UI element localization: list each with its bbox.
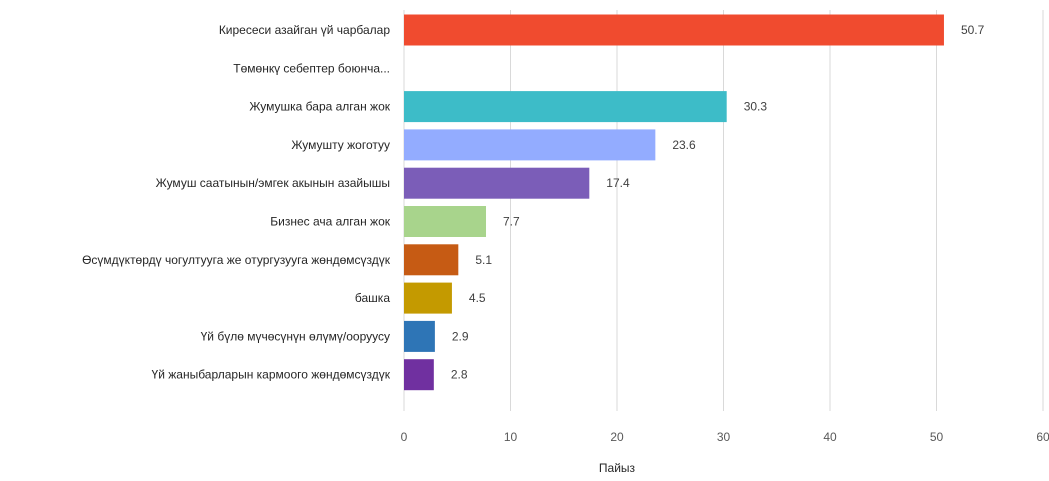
- x-tick-label: 0: [401, 430, 408, 444]
- data-label: 2.9: [452, 329, 469, 343]
- bar: [404, 320, 435, 352]
- bar: [404, 129, 656, 161]
- category-label: Жумушка бара алган жок: [249, 100, 390, 114]
- bar: [404, 282, 452, 314]
- category-label: Төмөнкү себептер боюнча...: [233, 61, 390, 75]
- bar: [404, 359, 434, 391]
- x-tick-label: 50: [930, 430, 944, 444]
- bar: [404, 244, 459, 276]
- category-label: Үй жаныбарларын кармоого жөндөмсүздүк: [152, 368, 391, 382]
- category-label: Жумушту жоготуу: [291, 138, 390, 152]
- bars: [404, 14, 944, 391]
- data-label: 4.5: [469, 291, 486, 305]
- data-label: 17.4: [606, 176, 630, 190]
- category-label: Жумуш саатынын/эмгек акынын азайышы: [156, 176, 390, 190]
- grid: [403, 10, 1044, 411]
- category-label: Киресеси азайган үй чарбалар: [219, 23, 391, 37]
- x-tick-label: 10: [504, 430, 518, 444]
- data-label: 5.1: [475, 253, 492, 267]
- bar: [404, 14, 944, 46]
- category-label: башка: [355, 291, 390, 305]
- labels: Киресеси азайган үй чарбалар 50.7 Төмөнкү …: [82, 23, 985, 382]
- data-label: 30.3: [744, 100, 768, 114]
- data-label: 7.7: [503, 215, 520, 229]
- data-label: 23.6: [672, 138, 696, 152]
- bar: [404, 206, 487, 237]
- bar: [404, 91, 727, 123]
- category-label: Үй бүлө мүчөсүнүн өлүмү/ооруусу: [201, 329, 390, 343]
- x-tick-label: 30: [717, 430, 731, 444]
- x-tick-label: 60: [1036, 430, 1049, 444]
- x-tick-label: 20: [610, 430, 624, 444]
- data-label: 50.7: [961, 23, 985, 37]
- category-label: Өсүмдүктөрдү чогултууга же отургузууга ж…: [82, 253, 391, 267]
- x-axis-ticks: 0 10 20 30 40 50 60: [401, 430, 1049, 444]
- data-label: 2.8: [451, 368, 468, 382]
- bar: [404, 167, 590, 199]
- x-axis-title: Пайыз: [599, 461, 636, 475]
- category-label: Бизнес ача алган жок: [270, 215, 391, 229]
- x-tick-label: 40: [823, 430, 837, 444]
